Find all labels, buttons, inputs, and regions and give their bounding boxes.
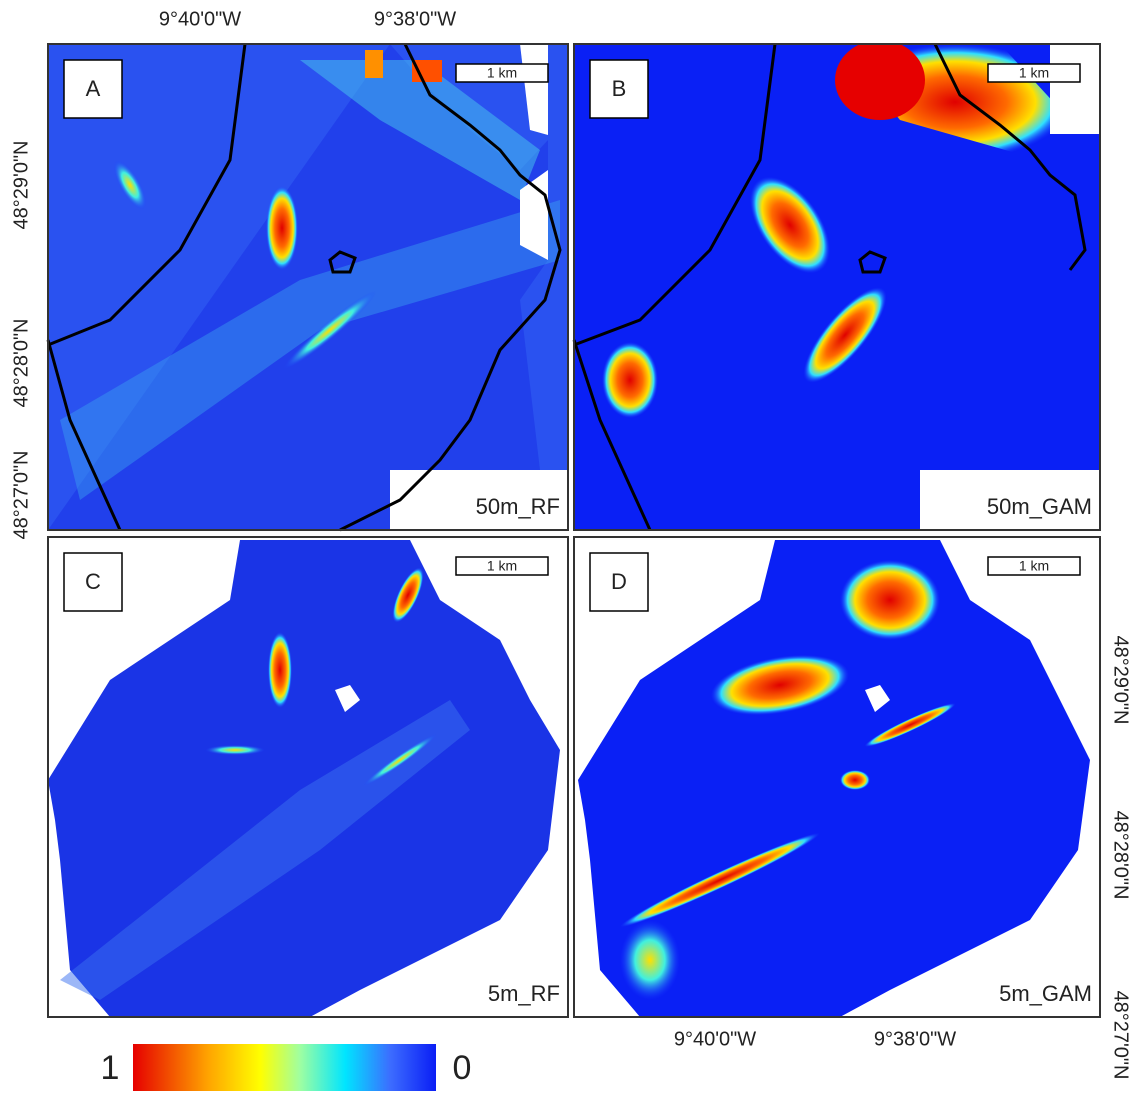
right-y-label: 48°28'0"N (1110, 811, 1132, 900)
scale-bar-label: 1 km (487, 558, 517, 574)
map-d (578, 540, 1090, 1017)
panel-letter: C (85, 569, 101, 594)
map-b (574, 40, 1100, 532)
bottom-x-label: 9°40'0"W (674, 1028, 756, 1050)
colorbar-min: 0 (453, 1049, 472, 1087)
model-label: 5m_RF (488, 981, 560, 1006)
bottom-x-label: 9°38'0"W (874, 1028, 956, 1050)
panel-letter: B (612, 76, 627, 101)
map-c (48, 540, 560, 1017)
scale-bar-label: 1 km (1019, 65, 1049, 81)
panel-letter: A (86, 76, 101, 101)
top-x-label: 9°38'0"W (374, 8, 456, 30)
scale-bar-label: 1 km (487, 65, 517, 81)
right-y-label: 48°27'0"N (1110, 991, 1132, 1080)
left-y-label: 48°28'0"N (10, 319, 32, 408)
colorbar-max: 1 (101, 1049, 120, 1087)
model-label: 5m_GAM (999, 981, 1092, 1006)
colorbar (133, 1044, 436, 1091)
top-x-label: 9°40'0"W (159, 8, 241, 30)
figure: A 1 km 50m_RF B 1 km 50m_GAM C 1 km 5m_RF D 1 km 5m… (0, 0, 1140, 1091)
scale-bar-label: 1 km (1019, 558, 1049, 574)
panel-letter: D (611, 569, 627, 594)
map-a (48, 44, 570, 532)
left-y-label: 48°29'0"N (10, 141, 32, 230)
left-y-label: 48°27'0"N (10, 451, 32, 540)
model-label: 50m_GAM (987, 494, 1092, 519)
right-y-label: 48°29'0"N (1110, 636, 1132, 725)
model-label: 50m_RF (476, 494, 560, 519)
